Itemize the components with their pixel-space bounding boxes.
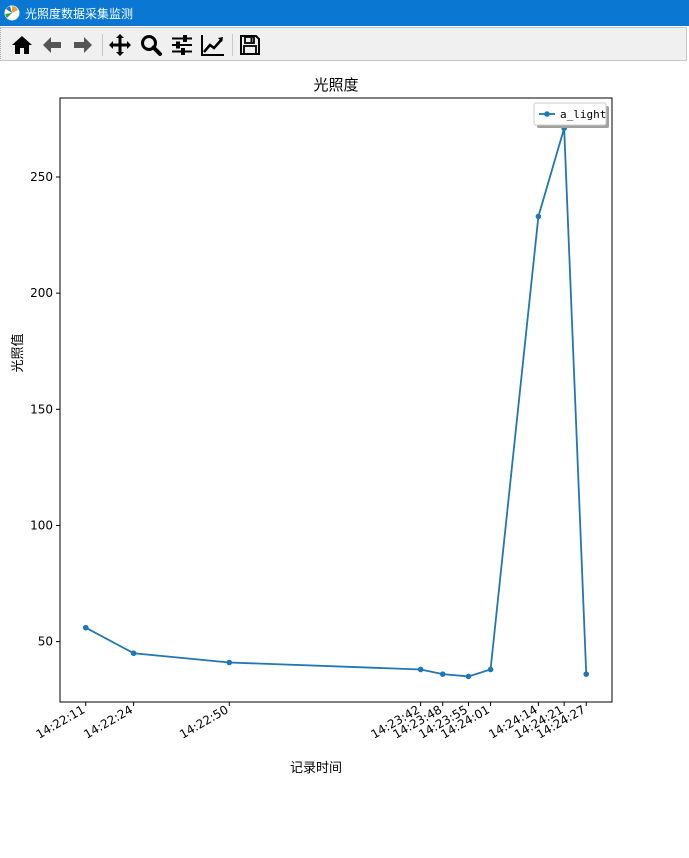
zoom-button[interactable]	[138, 32, 164, 58]
legend-box	[533, 102, 607, 126]
x-axis-label: 记录时间	[290, 761, 342, 776]
home-button[interactable]	[9, 32, 35, 58]
edit-axis-icon	[201, 35, 224, 56]
data-point	[226, 659, 233, 666]
toolbar-separator	[232, 34, 233, 56]
forward-button[interactable]	[70, 32, 96, 58]
navigation-toolbar	[0, 27, 687, 61]
pan-icon	[109, 34, 131, 56]
y-tick-label: 200	[30, 286, 53, 300]
chart-title: 光照度	[313, 76, 358, 94]
data-point	[439, 671, 446, 677]
data-point	[130, 650, 137, 657]
y-tick-label: 100	[30, 518, 53, 532]
data-point	[487, 666, 494, 673]
data-point	[535, 213, 542, 220]
toolbar-separator	[102, 34, 103, 56]
home-icon	[12, 36, 32, 54]
window-title: 光照度数据采集监测	[25, 6, 134, 21]
configure-subplots-icon	[172, 35, 192, 55]
series-line-a-light	[85, 127, 588, 678]
pan-button[interactable]	[107, 32, 133, 58]
save-icon	[240, 35, 260, 55]
data-point	[417, 666, 424, 673]
back-icon	[43, 37, 61, 53]
y-tick-label: 150	[30, 402, 53, 416]
y-axis-label: 光照值	[10, 333, 26, 372]
y-tick-label: 50	[38, 635, 53, 649]
y-tick-label: 250	[30, 170, 53, 184]
data-point	[82, 624, 89, 631]
zoom-icon	[141, 35, 162, 56]
data-point	[583, 671, 590, 677]
forward-icon	[74, 37, 92, 53]
window-titlebar: 光照度数据采集监测	[0, 0, 689, 26]
matplotlib-icon	[4, 5, 20, 21]
plot-area	[59, 97, 613, 703]
data-point	[465, 673, 472, 680]
back-button[interactable]	[39, 32, 65, 58]
save-button[interactable]	[237, 32, 263, 58]
legend-label: a_light	[560, 108, 606, 121]
legend: a_light	[533, 102, 609, 128]
configure-subplots-button[interactable]	[169, 32, 195, 58]
edit-axis-button[interactable]	[200, 32, 226, 58]
legend-marker	[544, 111, 550, 117]
